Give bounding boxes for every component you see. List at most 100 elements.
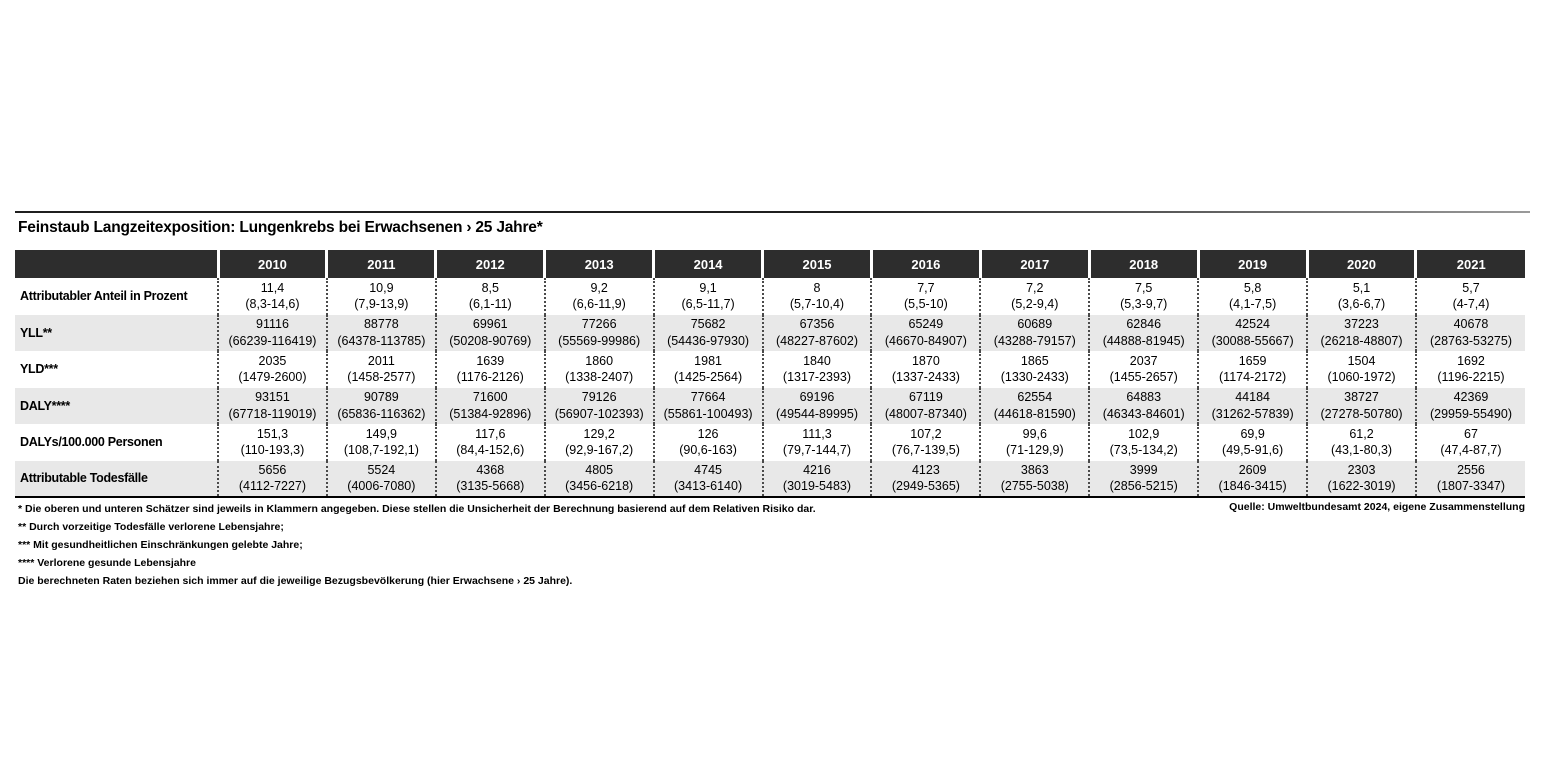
data-cell: 1639 (1176-2126) xyxy=(434,351,545,388)
cell-value: 1659 xyxy=(1238,353,1267,368)
data-cell: 5,7 (4-7,4) xyxy=(1414,278,1525,315)
cell-confidence-interval: (84,4-152,6) xyxy=(456,443,525,458)
table-row: DALY**** 93151 (67718-119019) 90789 (65836-1… xyxy=(15,387,1525,424)
data-cell: 77664 (55861-100493) xyxy=(652,387,763,424)
data-cell: 2609 (1846-3415) xyxy=(1197,460,1308,497)
data-cell: 8 (5,7-10,4) xyxy=(761,278,872,315)
cell-value: 99,6 xyxy=(1022,426,1047,441)
data-cell: 2303 (1622-3019) xyxy=(1306,460,1416,497)
cell-confidence-interval: (3413-6140) xyxy=(674,479,743,494)
cell-value: 90789 xyxy=(363,390,399,405)
cell-confidence-interval: (110-193,3) xyxy=(240,443,305,458)
header-corner-cell xyxy=(15,250,218,278)
footnotes: * Die oberen und unteren Schätzer sind j… xyxy=(18,500,816,590)
data-cell: 149,9 (108,7-192,1) xyxy=(325,424,436,461)
cell-confidence-interval: (55569-99986) xyxy=(558,333,641,348)
cell-confidence-interval: (1176-2126) xyxy=(456,370,524,385)
cell-value: 69961 xyxy=(472,317,508,332)
cell-value: 9,1 xyxy=(699,280,717,295)
cell-value: 5,8 xyxy=(1243,280,1262,295)
cell-value: 42524 xyxy=(1235,317,1270,332)
cell-confidence-interval: (5,5-10) xyxy=(904,297,948,312)
data-cell: 62554 (44618-81590) xyxy=(979,387,1090,424)
cell-value: 2556 xyxy=(1457,462,1485,477)
data-cell: 4123 (2949-5365) xyxy=(870,460,981,497)
data-cell: 11,4 (8,3-14,6) xyxy=(217,278,327,315)
data-cell: 7,7 (5,5-10) xyxy=(870,278,981,315)
data-cell: 40678 (28763-53275) xyxy=(1414,314,1525,351)
cell-value: 4123 xyxy=(911,462,940,477)
data-cell: 5,1 (3,6-6,7) xyxy=(1306,278,1416,315)
cell-confidence-interval: (1060-1972) xyxy=(1327,370,1396,385)
cell-confidence-interval: (5,3-9,7) xyxy=(1120,297,1168,312)
cell-value: 65249 xyxy=(908,317,944,332)
table-row: DALYs/100.000 Personen 151,3 (110-193,3) 14… xyxy=(15,424,1525,461)
cell-value: 151,3 xyxy=(256,426,289,441)
cell-value: 2011 xyxy=(367,353,395,368)
cell-value: 69,9 xyxy=(1240,426,1265,441)
data-cell: 117,6 (84,4-152,6) xyxy=(434,424,545,461)
header-year-2017: 2017 xyxy=(978,250,1090,278)
data-cell: 7,5 (5,3-9,7) xyxy=(1088,278,1199,315)
cell-value: 69196 xyxy=(799,390,835,405)
data-cell: 1865 (1330-2433) xyxy=(979,351,1090,388)
data-cell: 79126 (56907-102393) xyxy=(543,387,654,424)
cell-value: 129,2 xyxy=(583,426,615,441)
cell-confidence-interval: (29959-55490) xyxy=(1429,406,1512,421)
data-cell: 2556 (1807-3347) xyxy=(1414,460,1525,497)
data-cell: 93151 (67718-119019) xyxy=(217,387,327,424)
data-cell: 42524 (30088-55667) xyxy=(1197,314,1308,351)
cell-value: 111,3 xyxy=(802,426,832,441)
cell-confidence-interval: (43288-79157) xyxy=(993,333,1076,348)
cell-value: 7,7 xyxy=(917,280,935,295)
data-cell: 67119 (48007-87340) xyxy=(870,387,981,424)
cell-confidence-interval: (67718-119019) xyxy=(228,406,317,421)
table-title: Feinstaub Langzeitexposition: Lungenkreb… xyxy=(18,219,543,236)
table-body: Attributabler Anteil in Prozent 11,4 (8,3-… xyxy=(15,278,1525,497)
cell-value: 8,5 xyxy=(481,280,499,295)
header-year-2021: 2021 xyxy=(1414,250,1525,278)
data-cell: 62846 (44888-81945) xyxy=(1088,314,1199,351)
cell-confidence-interval: (76,7-139,5) xyxy=(891,443,960,458)
footnote-estimators: * Die oberen und unteren Schätzer sind j… xyxy=(18,503,816,515)
table-row: Attributabler Anteil in Prozent 11,4 (8,3-… xyxy=(15,278,1525,315)
cell-value: 2035 xyxy=(258,353,287,368)
data-cell: 69,9 (49,5-91,6) xyxy=(1197,424,1308,461)
table-row: Attributable Todesfälle 5656 (4112-7227) 55… xyxy=(15,460,1525,497)
data-cell: 42369 (29959-55490) xyxy=(1414,387,1525,424)
cell-confidence-interval: (2755-5038) xyxy=(1000,479,1069,494)
data-cell: 67356 (48227-87602) xyxy=(761,314,872,351)
data-cell: 65249 (46670-84907) xyxy=(870,314,981,351)
data-cell: 2011 (1458-2577) xyxy=(325,351,436,388)
row-label: DALYs/100.000 Personen xyxy=(20,435,163,449)
cell-value: 149,9 xyxy=(365,426,397,441)
data-cell: 69961 (50208-90769) xyxy=(434,314,545,351)
data-cell: 9,1 (6,5-11,7) xyxy=(652,278,763,315)
data-cell: 67 (47,4-87,7) xyxy=(1414,424,1525,461)
cell-confidence-interval: (1174-2172) xyxy=(1219,370,1287,385)
header-year-2012: 2012 xyxy=(434,250,545,278)
data-cell: 1659 (1174-2172) xyxy=(1197,351,1308,388)
cell-confidence-interval: (43,1-80,3) xyxy=(1330,443,1393,458)
cell-value: 5524 xyxy=(367,462,396,477)
cell-value: 77664 xyxy=(690,390,726,405)
data-cell: 90789 (65836-116362) xyxy=(325,387,436,424)
cell-value: 38727 xyxy=(1344,390,1379,405)
cell-value: 71600 xyxy=(472,390,508,405)
cell-confidence-interval: (3456-6218) xyxy=(565,479,634,494)
data-cell: 129,2 (92,9-167,2) xyxy=(543,424,654,461)
cell-value: 62554 xyxy=(1017,390,1053,405)
data-cell: 1981 (1425-2564) xyxy=(652,351,763,388)
cell-confidence-interval: (4112-7227) xyxy=(238,479,307,494)
footnote-yll: ** Durch vorzeitige Todesfälle verlorene… xyxy=(18,521,284,533)
header-year-2016: 2016 xyxy=(869,250,981,278)
footnote-yld: *** Mit gesundheitlichen Einschränkungen… xyxy=(18,539,303,551)
cell-confidence-interval: (6,5-11,7) xyxy=(681,297,735,312)
cell-value: 5656 xyxy=(258,462,287,477)
cell-value: 7,2 xyxy=(1026,280,1044,295)
cell-value: 4805 xyxy=(585,462,614,477)
cell-confidence-interval: (1338-2407) xyxy=(565,370,634,385)
table-row: YLL** 91116 (66239-116419) 88778 (64378-1137… xyxy=(15,314,1525,351)
cell-value: 75682 xyxy=(690,317,726,332)
cell-confidence-interval: (1807-3347) xyxy=(1436,479,1506,494)
